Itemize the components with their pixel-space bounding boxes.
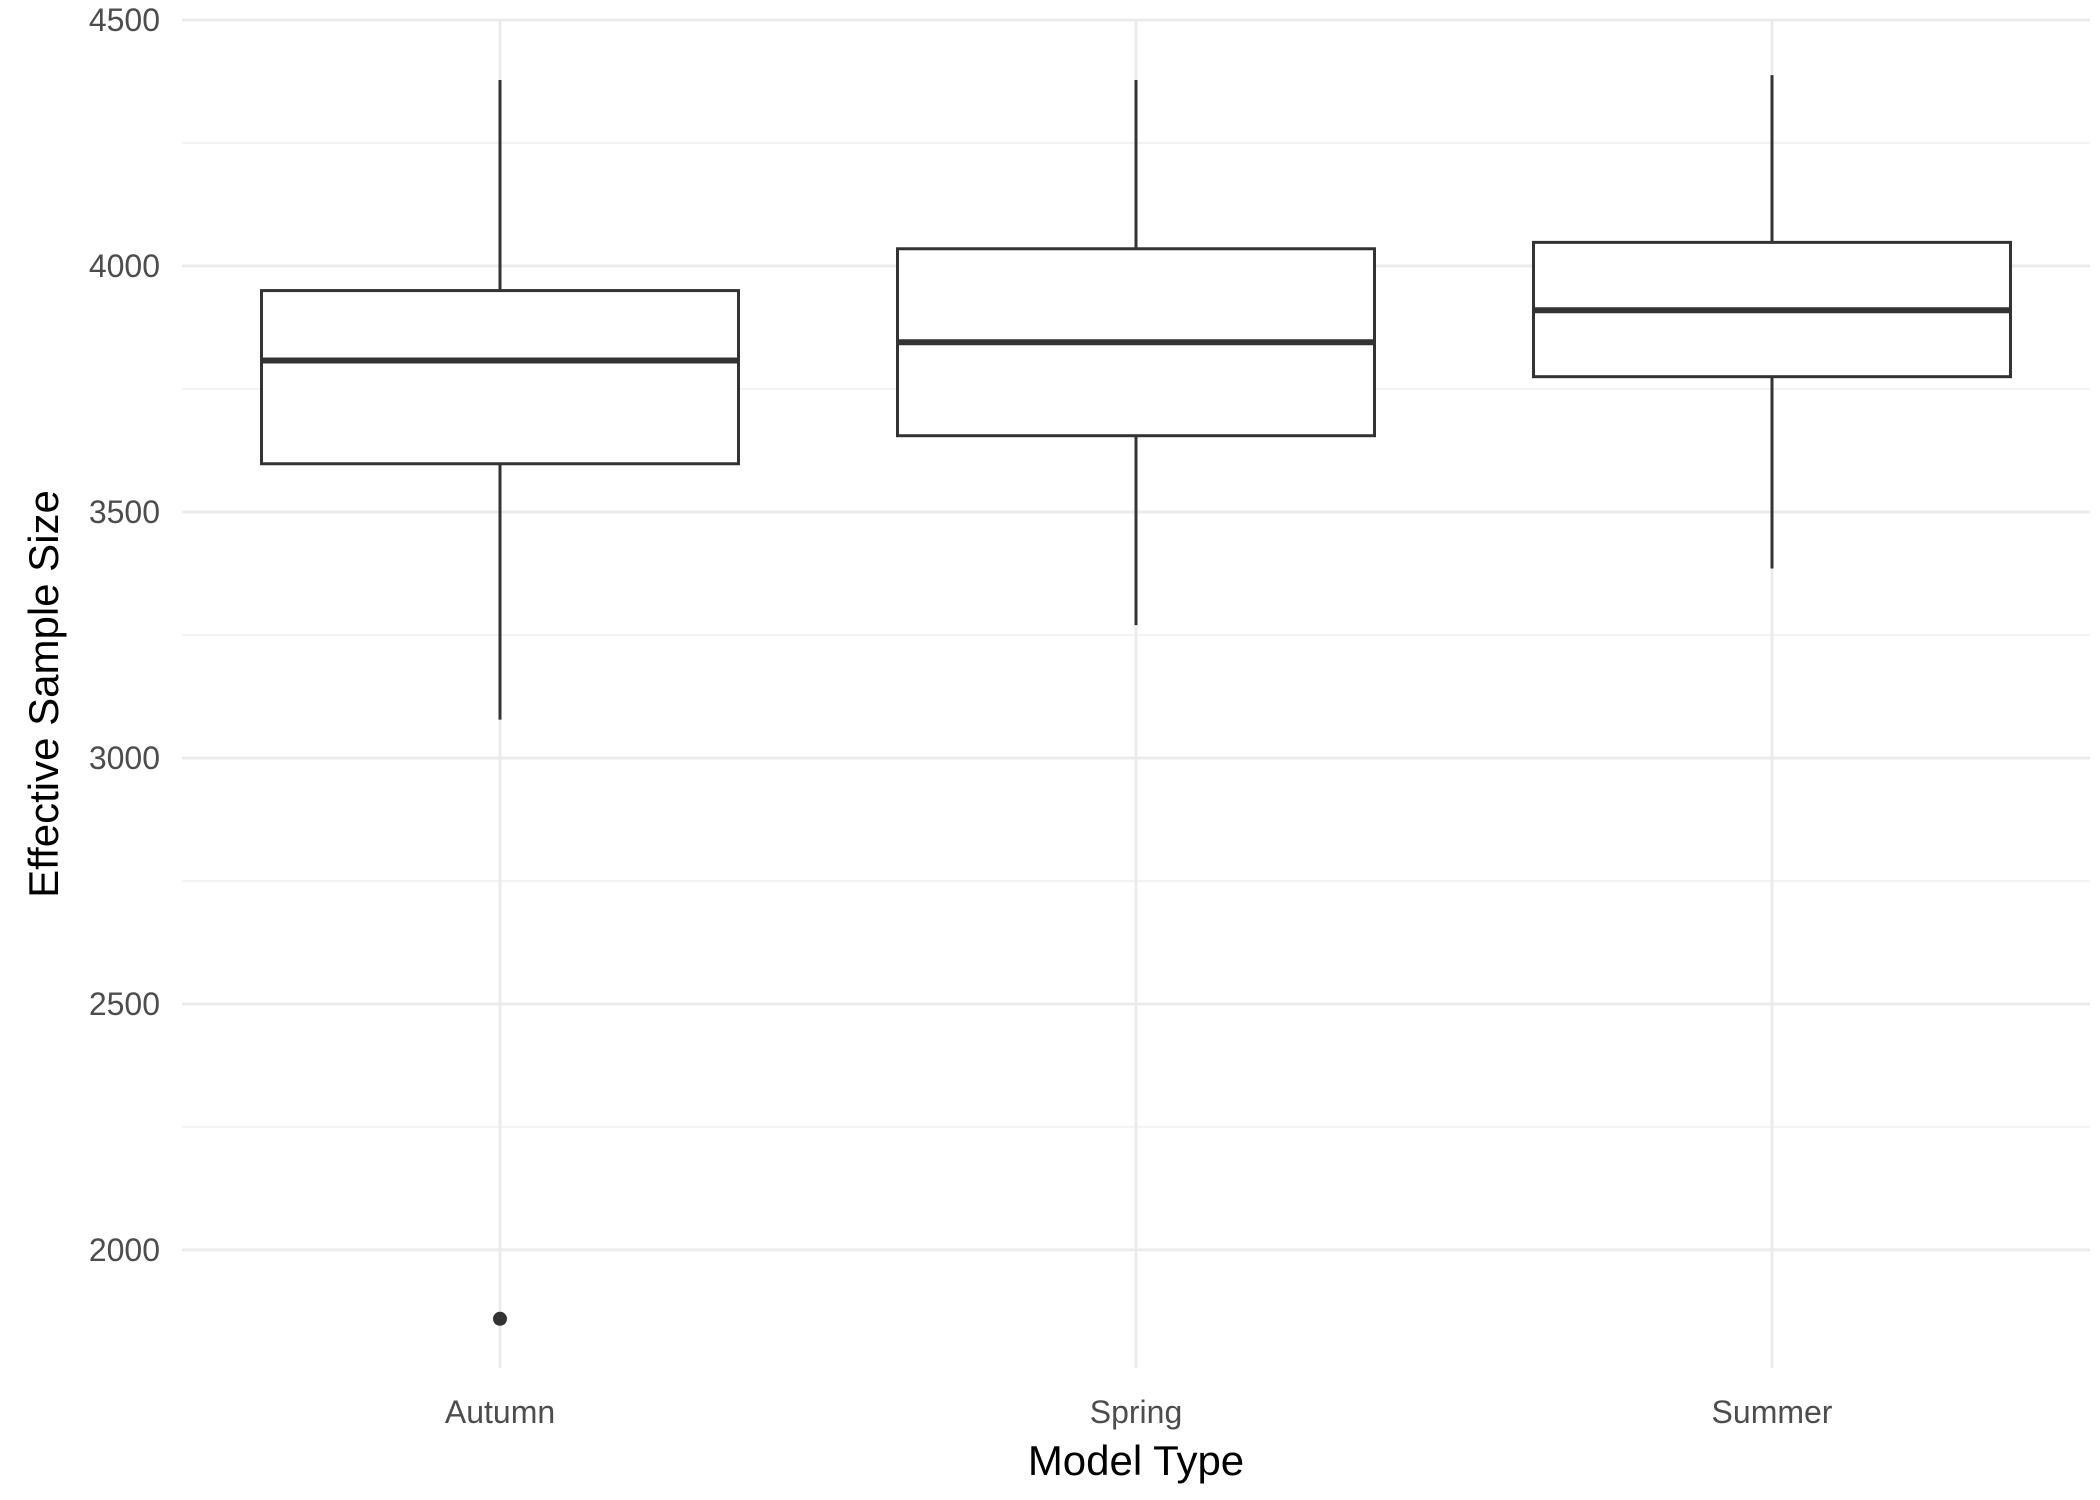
x-tick-label: Summer [1712, 1394, 1833, 1430]
x-tick-label: Autumn [445, 1394, 555, 1430]
outlier-point [493, 1311, 507, 1326]
y-tick-label: 2500 [89, 986, 160, 1022]
y-tick-label: 4000 [89, 248, 160, 284]
x-axis-title: Model Type [1028, 1437, 1244, 1484]
y-tick-label: 2000 [89, 1232, 160, 1268]
box-iqr [260, 289, 740, 466]
y-axis-tick-labels: 2000 2500 3000 3500 4000 4500 [89, 2, 160, 1268]
x-tick-label: Spring [1090, 1394, 1183, 1430]
box-spring [896, 80, 1376, 626]
boxes [260, 75, 2012, 1326]
y-tick-label: 3000 [89, 740, 160, 776]
y-tick-label: 4500 [89, 2, 160, 38]
y-tick-label: 3500 [89, 494, 160, 530]
box-autumn [260, 80, 740, 1326]
y-axis-title: Effective Sample Size [20, 490, 67, 898]
x-axis-tick-labels: Autumn Spring Summer [445, 1394, 1833, 1430]
box-summer [1532, 75, 2012, 569]
